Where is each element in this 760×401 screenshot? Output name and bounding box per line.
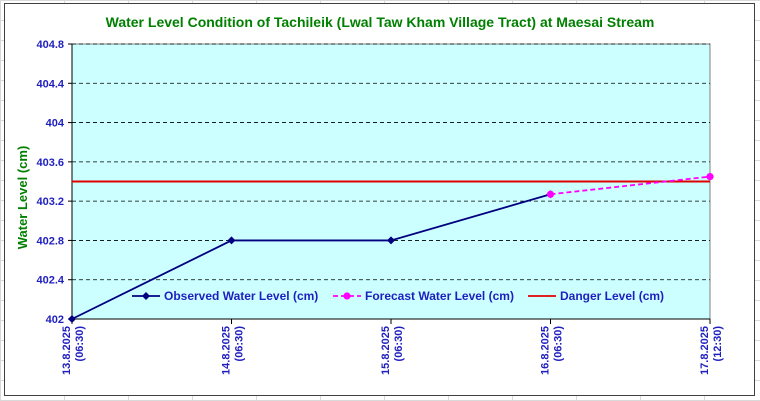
legend-danger-label: Danger Level (cm)	[560, 289, 664, 303]
observed-point	[68, 315, 76, 323]
y-tick-label: 403.2	[36, 196, 64, 208]
forecast-point	[546, 190, 555, 198]
legend-forecast-label: Forecast Water Level (cm)	[365, 289, 514, 303]
x-tick-label-time: (12:30)	[712, 326, 724, 362]
observed-series-line	[71, 193, 551, 320]
legend-observed-marker	[142, 292, 150, 300]
forecast-series-line	[550, 175, 711, 196]
x-tick-label-date: 15.8.2025	[380, 326, 392, 375]
y-axis-title: Water Level (cm)	[15, 146, 30, 250]
y-tick-label: 402	[46, 314, 64, 326]
x-tick-label-date: 17.8.2025	[699, 326, 711, 375]
y-tick-label: 404.4	[36, 78, 64, 90]
chart-title: Water Level Condition of Tachileik (Lwal…	[105, 14, 655, 30]
x-tick-label-time: (06:30)	[553, 326, 565, 362]
y-tick-label: 403.6	[36, 157, 64, 169]
x-tick-label-time: (06:30)	[234, 326, 246, 362]
x-tick-label-date: 14.8.2025	[221, 326, 233, 375]
y-tick-label: 402.8	[36, 235, 64, 247]
x-tick-label-time: (06:30)	[393, 326, 405, 362]
x-tick-label-time: (06:30)	[74, 326, 86, 362]
legend-forecast-marker	[343, 292, 351, 300]
forecast-point	[706, 172, 714, 181]
x-tick-label-date: 16.8.2025	[540, 326, 552, 375]
y-tick-label: 404	[46, 118, 65, 130]
observed-point	[387, 236, 395, 245]
y-tick-label: 402.4	[36, 275, 64, 287]
x-tick-label-date: 13.8.2025	[61, 326, 73, 375]
y-tick-label: 404.8	[36, 39, 64, 51]
observed-point	[227, 236, 236, 245]
legend-observed-label: Observed Water Level (cm)	[164, 289, 318, 303]
